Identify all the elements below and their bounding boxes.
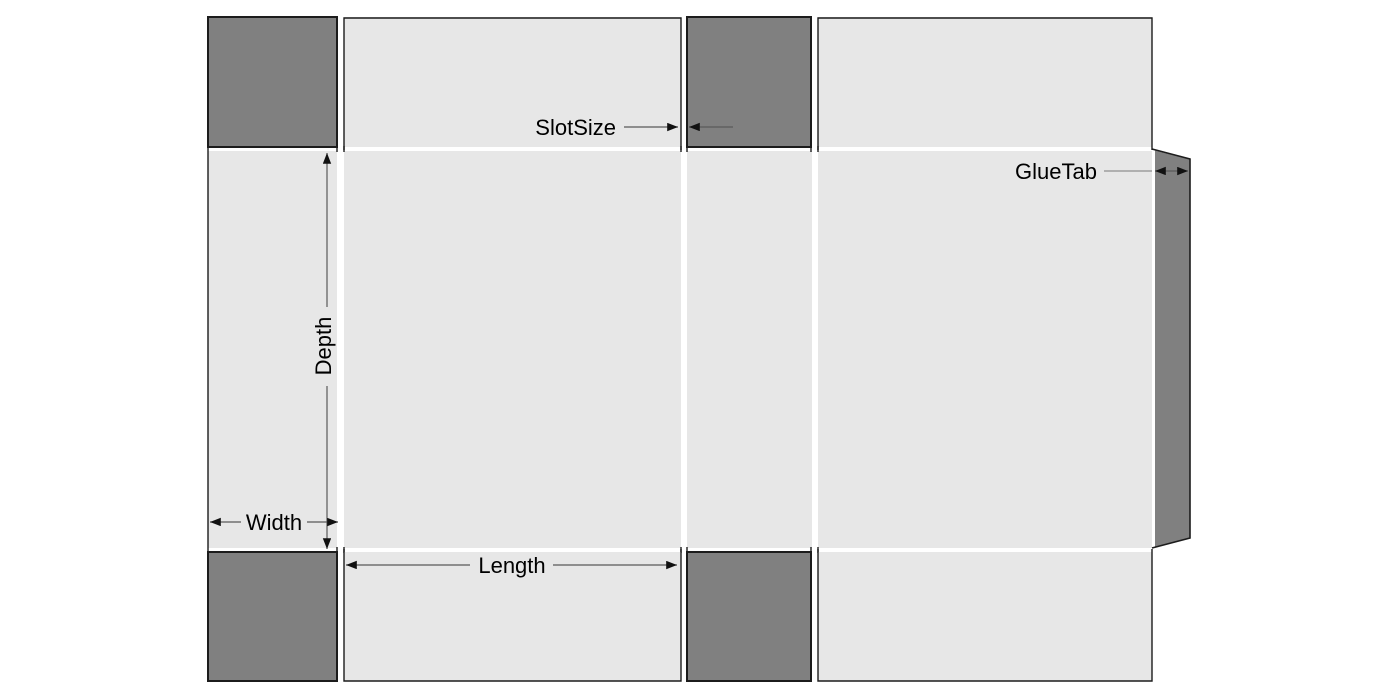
cut-border-top-right — [817, 17, 1153, 150]
flap-dark-bottom-left — [207, 551, 338, 682]
flap-light-bottom-right — [818, 552, 1152, 681]
label-width: Width — [246, 510, 302, 535]
flap-light-bottom-center — [344, 552, 681, 681]
panel-side-right — [687, 151, 812, 548]
panel-back — [818, 151, 1152, 548]
cut-border-bottom-center — [343, 549, 682, 682]
panel-side-left — [208, 151, 337, 548]
cut-border-bottom-right — [817, 549, 1153, 682]
glue-tab-outline — [1151, 148, 1191, 549]
dimensions: SlotSize GlueTab Depth Width Length — [210, 115, 1188, 578]
flap-dark-top-left — [207, 16, 338, 148]
flap-light-top-right — [818, 17, 1152, 147]
middle-row — [207, 146, 1191, 553]
glue-tab — [1155, 150, 1190, 548]
cut-border-top-center — [343, 17, 682, 150]
top-row — [207, 16, 1153, 150]
flap-dark-bottom-mid — [686, 551, 812, 682]
label-slot-size: SlotSize — [535, 115, 616, 140]
label-length: Length — [478, 553, 545, 578]
bottom-row — [207, 549, 1153, 682]
panel-front — [344, 151, 681, 548]
label-glue-tab: GlueTab — [1015, 159, 1097, 184]
flap-dark-top-mid — [686, 16, 812, 148]
flap-light-top-center — [344, 17, 681, 147]
label-depth: Depth — [311, 317, 336, 376]
